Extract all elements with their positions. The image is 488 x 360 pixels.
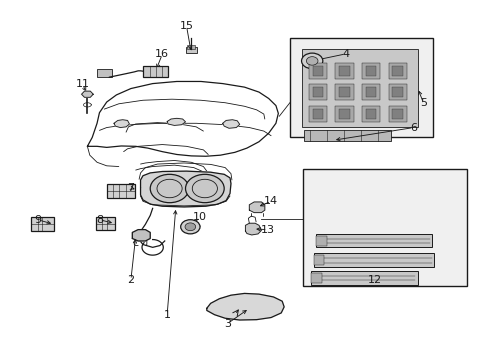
Text: 8: 8	[96, 215, 103, 225]
Circle shape	[150, 174, 188, 203]
Bar	[361, 84, 380, 100]
Polygon shape	[132, 230, 150, 241]
Bar	[388, 63, 406, 79]
Polygon shape	[167, 118, 185, 125]
Circle shape	[306, 57, 317, 65]
Bar	[301, 49, 417, 127]
Bar	[308, 84, 326, 100]
Bar	[312, 66, 323, 76]
Bar	[315, 236, 326, 246]
Bar	[365, 87, 376, 98]
Polygon shape	[249, 202, 264, 213]
Bar	[95, 217, 115, 230]
Bar	[365, 109, 376, 119]
Bar	[312, 87, 323, 98]
Bar	[312, 109, 323, 119]
Text: 5: 5	[419, 98, 426, 108]
Bar	[339, 66, 349, 76]
Polygon shape	[206, 293, 284, 320]
Text: 15: 15	[179, 21, 193, 31]
Bar	[290, 38, 432, 138]
Bar	[365, 66, 376, 76]
Text: 12: 12	[367, 275, 381, 285]
Text: 13: 13	[260, 225, 274, 235]
Bar	[142, 66, 168, 77]
Bar	[335, 63, 353, 79]
Bar	[308, 105, 326, 122]
Text: 11: 11	[75, 79, 89, 89]
Text: 7: 7	[127, 183, 134, 193]
Circle shape	[184, 223, 195, 231]
Bar	[339, 87, 349, 98]
Polygon shape	[140, 171, 230, 207]
Bar	[106, 184, 135, 198]
Bar	[392, 66, 402, 76]
Polygon shape	[245, 223, 261, 235]
Bar	[187, 45, 195, 49]
Text: 2: 2	[127, 275, 134, 285]
Bar	[302, 169, 466, 286]
Text: 9: 9	[34, 215, 41, 225]
Bar	[97, 69, 111, 77]
Text: 1: 1	[163, 310, 170, 320]
Bar	[388, 84, 406, 100]
Text: 14: 14	[264, 196, 278, 206]
Circle shape	[301, 53, 322, 69]
Circle shape	[180, 220, 200, 234]
Bar	[313, 253, 434, 267]
Bar	[185, 48, 197, 53]
Bar	[388, 105, 406, 122]
Polygon shape	[81, 91, 93, 97]
Bar	[310, 273, 321, 283]
Bar	[313, 256, 324, 265]
Text: 6: 6	[409, 122, 416, 132]
Text: 10: 10	[193, 212, 206, 222]
Text: 3: 3	[224, 319, 231, 329]
Bar	[335, 84, 353, 100]
Text: 16: 16	[155, 49, 169, 59]
Bar	[31, 217, 54, 231]
Polygon shape	[114, 120, 129, 127]
Bar	[315, 234, 431, 247]
Bar	[308, 63, 326, 79]
Bar	[361, 105, 380, 122]
Polygon shape	[223, 120, 239, 128]
Bar	[392, 87, 402, 98]
Text: 4: 4	[342, 49, 349, 59]
Bar	[339, 109, 349, 119]
Bar	[335, 105, 353, 122]
Bar	[361, 63, 380, 79]
Circle shape	[185, 174, 224, 203]
Bar	[304, 130, 390, 141]
Bar	[392, 109, 402, 119]
Bar	[310, 271, 417, 284]
